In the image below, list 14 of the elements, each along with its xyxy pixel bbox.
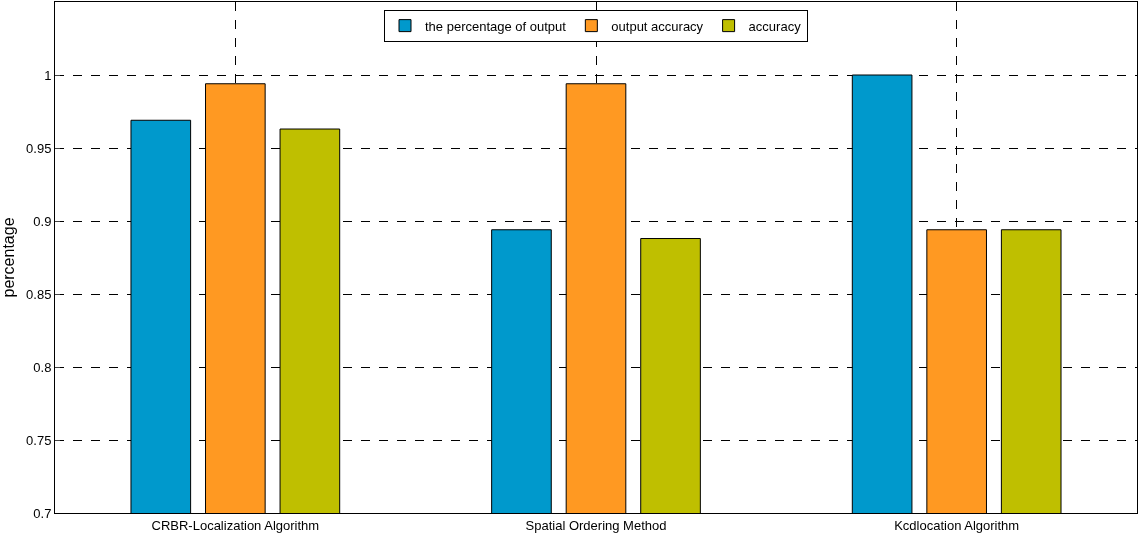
y-tick-label: 0.85 [26, 286, 52, 302]
x-tick-label: Kcdlocation Algorithm [894, 517, 1020, 533]
legend-label: accuracy [748, 18, 802, 34]
x-tick-label: CRBR-Localization Algorithm [151, 517, 320, 533]
x-tick-label: Spatial Ordering Method [525, 517, 667, 533]
legend-label: the percentage of output [425, 18, 567, 34]
y-tick-label: 0.95 [26, 140, 52, 156]
y-tick-label: 0.7 [33, 505, 52, 521]
y-tick-label: 0.8 [33, 359, 52, 375]
legend-label: output accuracy [611, 18, 704, 34]
y-tick-label: 0.75 [26, 432, 52, 448]
y-tick-label: 1 [44, 67, 52, 83]
y-tick-label: 0.9 [33, 213, 52, 229]
y-axis-title: percentage [0, 217, 17, 298]
